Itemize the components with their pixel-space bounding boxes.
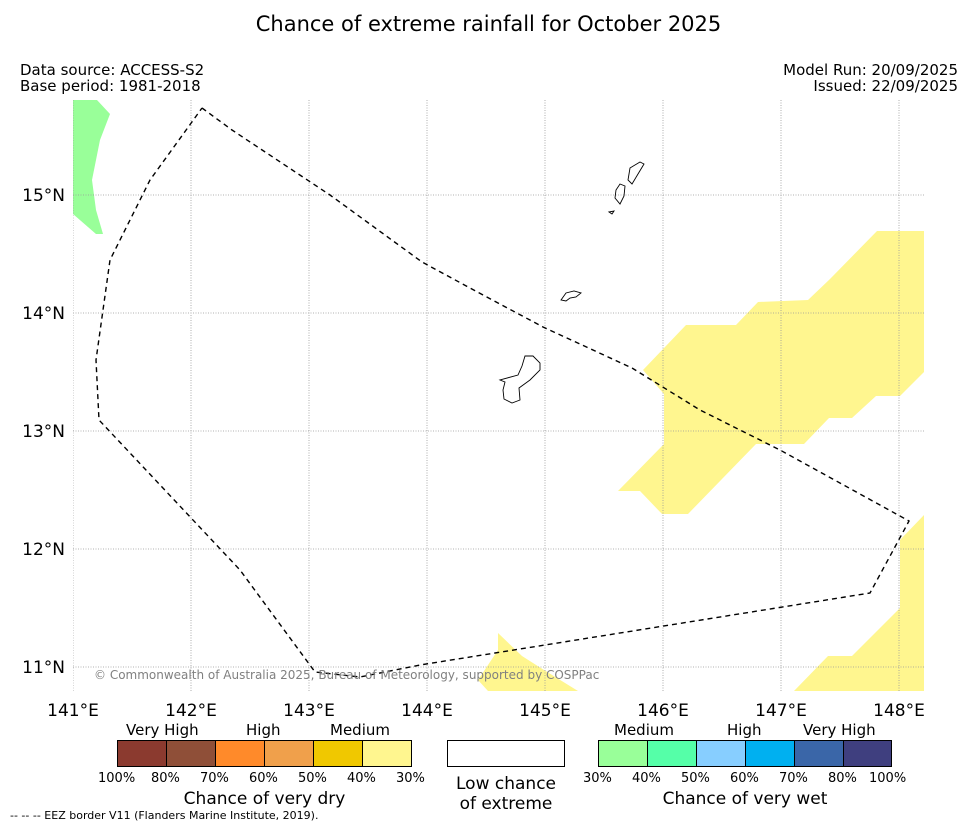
- dry-category-very-high: Very High: [126, 721, 199, 739]
- low-chance-label-line2: of extreme: [459, 794, 553, 814]
- lon-label: 143°E: [283, 701, 335, 721]
- wet-swatch-30-40: [599, 741, 648, 766]
- island-tinian: [614, 183, 626, 205]
- dry-tick-80: 80%: [151, 771, 180, 786]
- island-guam: [498, 355, 541, 404]
- wet-tick-70: 70%: [779, 771, 808, 786]
- islands: [498, 161, 645, 404]
- wet-swatch-60-70: [746, 741, 795, 766]
- issued-date: Issued: 22/09/2025: [813, 77, 958, 95]
- dry-swatch-40-30: [363, 741, 411, 766]
- dry-swatch-80-70: [167, 741, 216, 766]
- lon-label: 144°E: [401, 701, 453, 721]
- map-plot-area: © Commonwealth of Australia 2025, Bureau…: [73, 100, 924, 691]
- dry-legend-title: Chance of very dry: [183, 789, 346, 809]
- lon-axis-labels: 141°E 142°E 143°E 144°E 145°E 146°E 147°…: [47, 701, 925, 721]
- wet-tick-30: 30%: [583, 771, 612, 786]
- low-chance-swatch: [447, 740, 565, 767]
- copyright: © Commonwealth of Australia 2025, Bureau…: [94, 668, 599, 682]
- dry-medium-area-south: [478, 633, 578, 691]
- lat-label: 13°N: [22, 422, 65, 442]
- dry-swatch-60-50: [265, 741, 314, 766]
- dry-tick-100: 100%: [98, 771, 136, 786]
- page-title: Chance of extreme rainfall for October 2…: [255, 12, 722, 36]
- wet-swatch-40-50: [648, 741, 697, 766]
- lon-label: 141°E: [47, 701, 99, 721]
- wet-category-high: High: [727, 721, 762, 739]
- wet-tick-60: 60%: [730, 771, 759, 786]
- dry-tick-50: 50%: [298, 771, 327, 786]
- wet-tick-50: 50%: [681, 771, 710, 786]
- lat-axis-labels: 15°N 14°N 13°N 12°N 11°N: [22, 186, 65, 678]
- dry-category-medium: Medium: [330, 721, 390, 739]
- lon-label: 142°E: [165, 701, 217, 721]
- wet-tick-100: 100%: [869, 771, 907, 786]
- lon-label: 148°E: [873, 701, 925, 721]
- data-source: Data source: ACCESS-S2: [20, 61, 205, 79]
- dry-tick-40: 40%: [347, 771, 376, 786]
- island-saipan: [627, 161, 645, 185]
- wet-colorbar: [598, 740, 892, 767]
- lat-label: 15°N: [22, 186, 65, 206]
- wet-swatch-80-100: [844, 741, 891, 766]
- lon-label: 146°E: [637, 701, 689, 721]
- wet-category-very-high: Very High: [803, 721, 876, 739]
- lat-label: 14°N: [22, 304, 65, 324]
- model-run: Model Run: 20/09/2025: [783, 61, 958, 79]
- dry-medium-area-southeast: [794, 515, 924, 691]
- dry-medium-area-east: [618, 231, 924, 514]
- island-aguijan: [607, 210, 615, 215]
- wet-swatch-50-60: [697, 741, 746, 766]
- dry-colorbar: [117, 740, 412, 767]
- lat-label: 12°N: [22, 540, 65, 560]
- lon-label: 145°E: [519, 701, 571, 721]
- eez-footer-note: -- -- -- EEZ border V11 (Flanders Marine…: [10, 809, 319, 822]
- dry-swatch-70-60: [216, 741, 265, 766]
- wet-tick-80: 80%: [828, 771, 857, 786]
- wet-medium-area: [73, 100, 110, 234]
- dry-category-high: High: [246, 721, 281, 739]
- grid-lines: [73, 100, 924, 691]
- dry-tick-70: 70%: [200, 771, 229, 786]
- wet-category-medium: Medium: [614, 721, 674, 739]
- dry-tick-30: 30%: [396, 771, 425, 786]
- wet-legend-title: Chance of very wet: [662, 789, 828, 809]
- dry-swatch-100-80: [118, 741, 167, 766]
- lon-label: 147°E: [755, 701, 807, 721]
- island-rota: [560, 290, 582, 302]
- dry-tick-60: 60%: [249, 771, 278, 786]
- dry-swatch-50-40: [314, 741, 363, 766]
- eez-border: [95, 107, 910, 678]
- lat-label: 11°N: [22, 658, 65, 678]
- wet-tick-40: 40%: [632, 771, 661, 786]
- low-chance-label-line1: Low chance: [456, 774, 556, 794]
- base-period: Base period: 1981-2018: [20, 77, 201, 95]
- wet-swatch-70-80: [795, 741, 844, 766]
